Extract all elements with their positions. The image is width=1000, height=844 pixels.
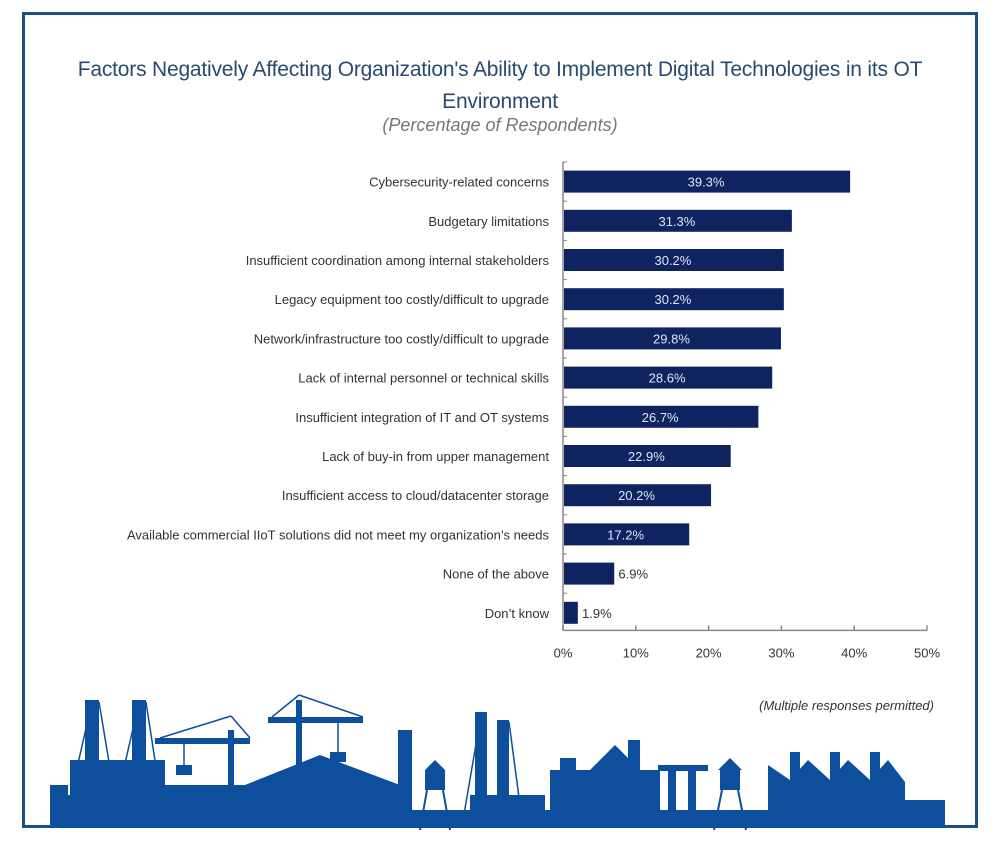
data-label: 28.6% bbox=[649, 371, 686, 386]
bar bbox=[564, 562, 615, 585]
chart-title: Factors Negatively Affecting Organizatio… bbox=[77, 58, 923, 113]
bar bbox=[564, 366, 773, 389]
category-label: Insufficient integration of IT and OT sy… bbox=[295, 410, 549, 425]
category-label: None of the above bbox=[443, 567, 549, 582]
x-tick-label: 10% bbox=[623, 645, 649, 660]
data-label: 6.9% bbox=[618, 567, 648, 582]
bar bbox=[564, 170, 851, 193]
industrial-skyline-illustration bbox=[50, 694, 945, 831]
bar bbox=[564, 288, 784, 311]
category-label: Cybersecurity-related concerns bbox=[369, 175, 549, 190]
bar bbox=[564, 523, 690, 546]
category-label: Lack of buy-in from upper management bbox=[322, 449, 549, 464]
chart-annotation: (Multiple responses permitted) bbox=[759, 698, 934, 713]
data-label: 22.9% bbox=[628, 449, 665, 464]
category-label: Insufficient access to cloud/datacenter … bbox=[282, 488, 549, 503]
x-tick-label: 50% bbox=[914, 645, 940, 660]
bar bbox=[564, 327, 781, 350]
x-tick-label: 40% bbox=[841, 645, 867, 660]
chart-subtitle: (Percentage of Respondents) bbox=[382, 115, 618, 135]
category-label: Insufficient coordination among internal… bbox=[246, 253, 550, 268]
category-label: Available commercial IIoT solutions did … bbox=[127, 527, 549, 542]
category-label: Network/infrastructure too costly/diffic… bbox=[254, 331, 549, 346]
category-label: Lack of internal personnel or technical … bbox=[298, 371, 549, 386]
category-label: Don’t know bbox=[485, 606, 550, 621]
bar bbox=[564, 209, 792, 232]
data-label: 30.2% bbox=[654, 292, 691, 307]
data-label: 29.8% bbox=[653, 331, 690, 346]
bar bbox=[564, 249, 784, 271]
category-label: Budgetary limitations bbox=[428, 214, 549, 229]
data-label: 26.7% bbox=[642, 410, 679, 425]
x-tick-label: 30% bbox=[768, 645, 794, 660]
category-label: Legacy equipment too costly/difficult to… bbox=[275, 292, 549, 307]
x-tick-label: 0% bbox=[554, 645, 573, 660]
data-label: 1.9% bbox=[582, 606, 612, 621]
bar bbox=[564, 445, 731, 467]
chart-frame bbox=[22, 12, 978, 828]
bar bbox=[564, 601, 578, 624]
bar-chart: 0% 10% 20% 30% 40% 50% Cybersecurity-related c… bbox=[127, 161, 940, 660]
x-tick-label: 20% bbox=[696, 645, 722, 660]
data-label: 20.2% bbox=[618, 488, 655, 503]
data-label: 31.3% bbox=[658, 214, 695, 229]
data-label: 17.2% bbox=[607, 527, 644, 542]
data-label: 39.3% bbox=[688, 175, 725, 190]
data-label: 30.2% bbox=[654, 253, 691, 268]
bar bbox=[564, 405, 759, 428]
bar bbox=[564, 484, 712, 507]
